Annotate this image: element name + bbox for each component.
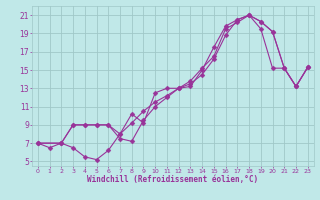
X-axis label: Windchill (Refroidissement éolien,°C): Windchill (Refroidissement éolien,°C) [87, 175, 258, 184]
